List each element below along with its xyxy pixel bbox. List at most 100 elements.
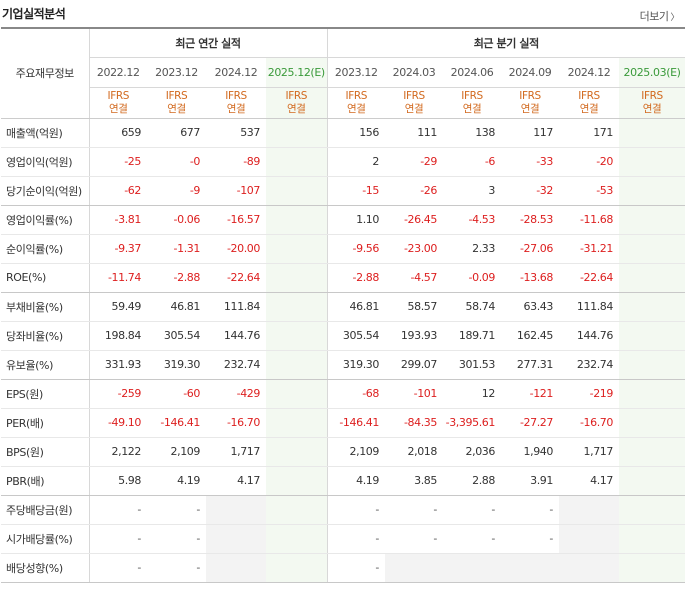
table-row: 당기순이익(억원) -62 -9 -107 -15 -26 3 -32 -53 [1,176,686,206]
basis-standard: IFRS [519,89,541,102]
value-cell: -26.45 [385,205,443,235]
value-cell [266,205,328,235]
value-cell [266,263,328,293]
value-cell: 4.19 [147,466,206,496]
value-cell [619,321,686,351]
value-cell: -27.06 [501,234,559,264]
basis-consolidation: 연결 [286,102,306,115]
financial-table: 주요재무정보 최근 연간 실적 최근 분기 실적 2022.12 2023.12 2… [1,27,686,583]
value-cell: -16.57 [206,205,266,235]
value-cell [619,553,686,583]
value-cell [619,408,686,438]
value-cell: 3.85 [385,466,443,496]
table-row: ROE(%) -11.74 -2.88 -22.64 -2.88 -4.57 -0.09 -1… [1,263,686,293]
table-row: PBR(배) 5.98 4.19 4.17 4.19 3.85 2.88 3.91 4.17 [1,466,686,496]
value-cell: -11.74 [89,263,147,293]
period-header: 2025.12(E) [266,57,328,88]
value-cell: -60 [147,379,206,409]
value-cell [266,118,328,148]
row-label: 당좌비율(%) [1,321,90,351]
annual-group-header: 최근 연간 실적 [89,27,328,58]
row-label: PBR(배) [1,466,90,496]
period-header: 2024.09 [501,57,559,88]
value-cell [619,466,686,496]
value-cell: 4.17 [206,466,266,496]
value-cell [619,234,686,264]
table-row: 매출액(억원) 659 677 537 156 111 138 117 171 [1,118,686,148]
basis-consolidation: 연결 [167,102,186,115]
value-cell: -121 [501,379,559,409]
value-cell [266,292,328,322]
value-cell [266,437,328,467]
value-cell: 1,717 [559,437,619,467]
value-cell [266,379,328,409]
value-cell [266,524,328,554]
value-cell: - [443,495,501,525]
basis-standard: IFRS [641,89,663,102]
value-cell: 232.74 [206,350,266,380]
value-cell: 232.74 [559,350,619,380]
value-cell: -20.00 [206,234,266,264]
value-cell: - [327,524,385,554]
value-cell: -3.81 [89,205,147,235]
value-cell: 4.17 [559,466,619,496]
value-cell: 2,109 [147,437,206,467]
period-header: 2025.03(E) [619,57,686,88]
value-cell: -429 [206,379,266,409]
value-cell: -0.06 [147,205,206,235]
value-cell: -3,395.61 [443,408,501,438]
basis-standard: IFRS [578,89,600,102]
table-row: 부채비율(%) 59.49 46.81 111.84 46.81 58.57 58.74 63… [1,292,686,322]
value-cell: -9 [147,176,206,206]
value-cell: -84.35 [385,408,443,438]
basis-header: IFRS 연결 [501,87,559,119]
value-cell: 63.43 [501,292,559,322]
value-cell [559,495,619,525]
table-row: BPS(원) 2,122 2,109 1,717 2,109 2,018 2,036 1,94… [1,437,686,467]
value-cell: -28.53 [501,205,559,235]
row-label: 배당성향(%) [1,553,90,583]
period-header: 2023.12 [147,57,206,88]
basis-consolidation: 연결 [108,102,128,115]
value-cell [619,176,686,206]
value-cell: -89 [206,147,266,177]
value-cell: - [89,495,147,525]
value-cell [266,176,328,206]
value-cell [266,408,328,438]
row-label: ROE(%) [1,263,90,293]
value-cell [206,553,266,583]
value-cell: 162.45 [501,321,559,351]
table-row: 순이익률(%) -9.37 -1.31 -20.00 -9.56 -23.00 2.33 -2… [1,234,686,264]
value-cell [266,553,328,583]
more-link[interactable]: 더보기 〉 [640,8,680,24]
value-cell [619,263,686,293]
value-cell: -107 [206,176,266,206]
value-cell: 171 [559,118,619,148]
basis-consolidation: 연결 [462,102,482,115]
value-cell [619,524,686,554]
value-cell: -16.70 [559,408,619,438]
period-header: 2022.12 [89,57,147,88]
value-cell: 3 [443,176,501,206]
value-cell: -15 [327,176,385,206]
basis-header: IFRS 연결 [443,87,501,119]
basis-standard: IFRS [403,89,425,102]
value-cell: -49.10 [89,408,147,438]
value-cell: 189.71 [443,321,501,351]
value-cell: -62 [89,176,147,206]
value-cell [266,466,328,496]
table-row: PER(배) -49.10 -146.41 -16.70 -146.41 -84.35 -3… [1,408,686,438]
value-cell: 193.93 [385,321,443,351]
label-header: 주요재무정보 [1,27,90,119]
value-cell: 58.57 [385,292,443,322]
value-cell [206,524,266,554]
value-cell: 305.54 [327,321,385,351]
row-label: EPS(원) [1,379,90,409]
table-row: 당좌비율(%) 198.84 305.54 144.76 305.54 193.93 189… [1,321,686,351]
value-cell: -29 [385,147,443,177]
basis-header: IFRS 연결 [89,87,147,119]
value-cell: -11.68 [559,205,619,235]
value-cell [501,553,559,583]
row-label: 매출액(억원) [1,118,90,148]
section-title: 기업실적분석 [2,7,66,21]
